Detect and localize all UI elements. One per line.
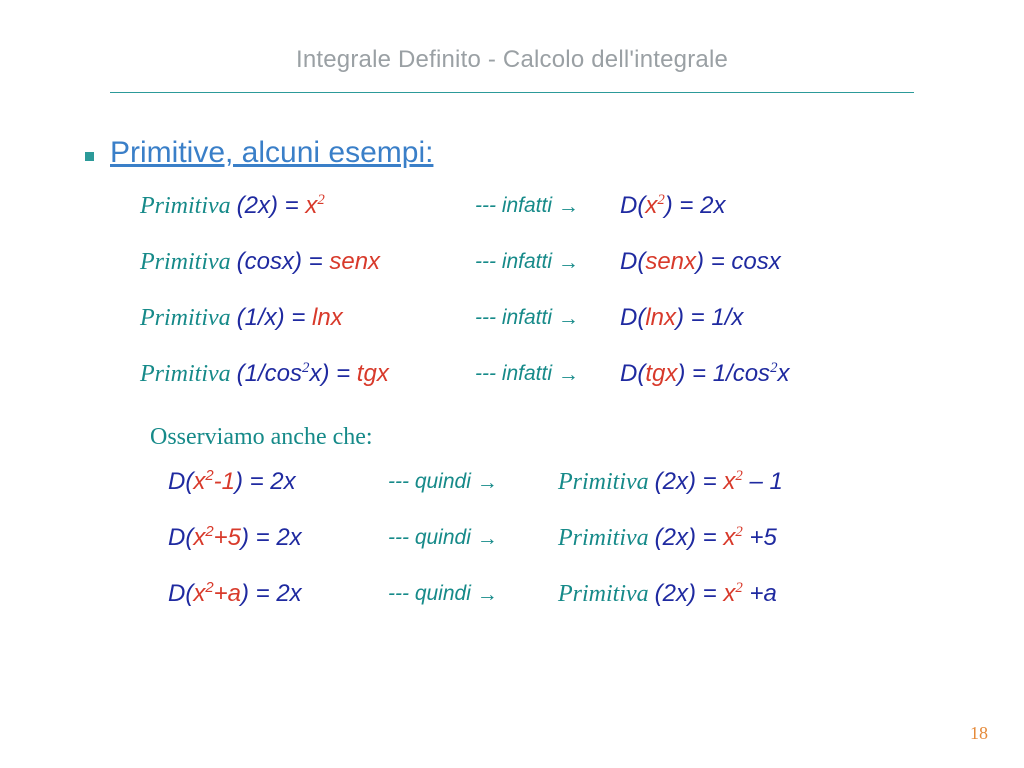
derivative-row: D(x2+5) = 2x --- quindi → Primitiva (2x) =… <box>168 524 944 580</box>
heading-text: Primitive, alcuni esempi: <box>110 136 433 170</box>
derivative-lhs: D(x2+a) = 2x <box>168 580 302 608</box>
heading-row: Primitive, alcuni esempi: <box>85 136 433 170</box>
title-rule <box>110 92 914 93</box>
primitive-row: Primitiva (2x) = x2 --- infatti → D(x2) = … <box>140 192 944 248</box>
derivative-lhs: D(x2-1) = 2x <box>168 468 296 496</box>
infatti-label: --- infatti → <box>475 250 579 274</box>
quindi-label: --- quindi → <box>388 526 498 550</box>
note-text: Osserviamo anche che: <box>150 424 373 451</box>
primitive-lhs: Primitiva (cosx) = senx <box>140 248 380 276</box>
quindi-label: --- quindi → <box>388 470 498 494</box>
derivative-lhs: D(x2+5) = 2x <box>168 524 302 552</box>
page-number: 18 <box>970 723 988 744</box>
derivative-row: D(x2+a) = 2x --- quindi → Primitiva (2x) =… <box>168 580 944 636</box>
primitive-row: Primitiva (1/cos2x) = tgx --- infatti → D(… <box>140 360 944 416</box>
slide: Integrale Definito - Calcolo dell'integr… <box>0 0 1024 768</box>
arrow-icon: → <box>477 471 498 494</box>
arrow-icon: → <box>558 251 579 274</box>
primitive-rhs: Primitiva (2x) = x2 +a <box>558 580 777 608</box>
derivative-rhs: D(x2) = 2x <box>620 192 725 220</box>
infatti-label: --- infatti → <box>475 194 579 218</box>
derivative-rows: D(x2-1) = 2x --- quindi → Primitiva (2x) =… <box>168 468 944 636</box>
arrow-icon: → <box>558 307 579 330</box>
derivative-rhs: D(senx) = cosx <box>620 248 781 276</box>
primitive-row: Primitiva (1/x) = lnx --- infatti → D(lnx)… <box>140 304 944 360</box>
primitive-lhs: Primitiva (1/x) = lnx <box>140 304 343 332</box>
derivative-rhs: D(tgx) = 1/cos2x <box>620 360 790 388</box>
arrow-icon: → <box>477 583 498 606</box>
primitive-rhs: Primitiva (2x) = x2 +5 <box>558 524 777 552</box>
derivative-rhs: D(lnx) = 1/x <box>620 304 743 332</box>
primitive-row: Primitiva (cosx) = senx --- infatti → D(se… <box>140 248 944 304</box>
primitive-rhs: Primitiva (2x) = x2 – 1 <box>558 468 783 496</box>
slide-title: Integrale Definito - Calcolo dell'integr… <box>0 46 1024 74</box>
primitive-rows: Primitiva (2x) = x2 --- infatti → D(x2) = … <box>140 192 944 416</box>
quindi-label: --- quindi → <box>388 582 498 606</box>
arrow-icon: → <box>477 527 498 550</box>
infatti-label: --- infatti → <box>475 306 579 330</box>
infatti-label: --- infatti → <box>475 362 579 386</box>
derivative-row: D(x2-1) = 2x --- quindi → Primitiva (2x) =… <box>168 468 944 524</box>
arrow-icon: → <box>558 195 579 218</box>
bullet-icon <box>85 152 94 161</box>
arrow-icon: → <box>558 363 579 386</box>
primitive-lhs: Primitiva (1/cos2x) = tgx <box>140 360 389 388</box>
primitive-lhs: Primitiva (2x) = x2 <box>140 192 325 220</box>
